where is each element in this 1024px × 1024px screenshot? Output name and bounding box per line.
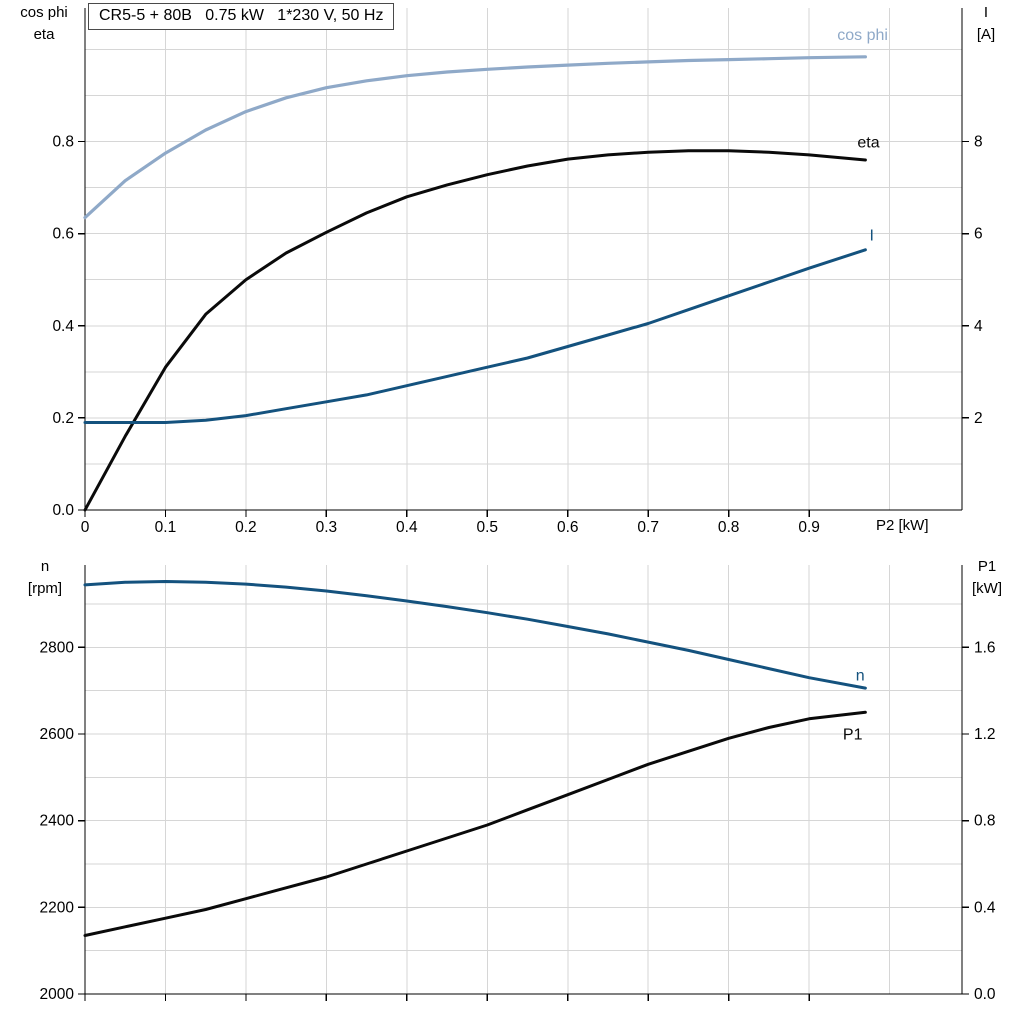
- top-left-axis-title: cos phi eta: [4, 2, 84, 46]
- x-tick-label: 0.2: [235, 519, 257, 536]
- x-tick-label: 0.6: [557, 519, 579, 536]
- right-tick-label: 4: [974, 318, 983, 335]
- left-tick-label: 0.4: [52, 318, 74, 335]
- left-tick-label: 2600: [40, 726, 75, 743]
- left-tick-label: 2800: [40, 639, 75, 656]
- curve-i: [83, 248, 867, 424]
- right-tick-label: 6: [974, 226, 983, 243]
- curve-p1: [83, 710, 867, 937]
- right-tick-label: 1.2: [974, 726, 996, 743]
- right-tick-label: 0.0: [974, 986, 996, 1003]
- left-tick-label: 2000: [40, 986, 75, 1003]
- curve-cos-phi: [83, 55, 867, 220]
- current-axis-unit: [A]: [976, 26, 996, 43]
- x-tick-label: 0.5: [477, 519, 499, 536]
- right-tick-label: 0.4: [974, 899, 996, 916]
- eta-axis-label: eta: [33, 26, 55, 43]
- curve-n: [83, 580, 867, 690]
- curve-label-eta: eta: [857, 135, 879, 152]
- cos-phi-axis-label: cos phi: [20, 4, 68, 21]
- right-tick-label: 0.8: [974, 813, 996, 830]
- x-tick-label: 0.7: [637, 519, 659, 536]
- speed-axis-unit: [rpm]: [27, 580, 63, 597]
- left-tick-label: 0.0: [52, 502, 74, 519]
- p1-axis-label: P1: [977, 558, 997, 575]
- curve-eta: [83, 149, 867, 512]
- x-tick-label: 0.1: [155, 519, 177, 536]
- x-tick-label: 0: [81, 519, 90, 536]
- x-tick-label: 0.8: [718, 519, 740, 536]
- left-tick-label: 2200: [40, 899, 75, 916]
- p1-axis-unit: [kW]: [972, 580, 1002, 597]
- curve-label-p1: P1: [843, 726, 863, 743]
- speed-axis-label: n: [40, 558, 50, 575]
- curve-label-i: I: [869, 228, 873, 245]
- right-tick-label: 8: [974, 134, 983, 151]
- left-tick-label: 2400: [40, 813, 75, 830]
- x-tick-label: 0.4: [396, 519, 418, 536]
- top-right-axis-title: I [A]: [962, 2, 1010, 46]
- x-tick-label: 0.3: [316, 519, 338, 536]
- bottom-left-axis-title: n [rpm]: [12, 556, 78, 600]
- left-tick-label: 0.2: [52, 410, 74, 427]
- bottom-right-axis-title: P1 [kW]: [958, 556, 1016, 600]
- x-axis-label: P2 [kW]: [876, 517, 929, 534]
- left-tick-label: 0.6: [52, 226, 74, 243]
- chart-title-box: CR5-5 + 80B 0.75 kW 1*230 V, 50 Hz: [88, 3, 395, 30]
- left-tick-label: 0.8: [52, 134, 74, 151]
- curve-label-cos-phi: cos phi: [837, 27, 888, 44]
- x-tick-label: 0.9: [798, 519, 820, 536]
- right-tick-label: 1.6: [974, 639, 996, 656]
- right-tick-label: 2: [974, 410, 983, 427]
- curve-label-n: n: [856, 668, 865, 685]
- current-axis-label: I: [983, 4, 989, 21]
